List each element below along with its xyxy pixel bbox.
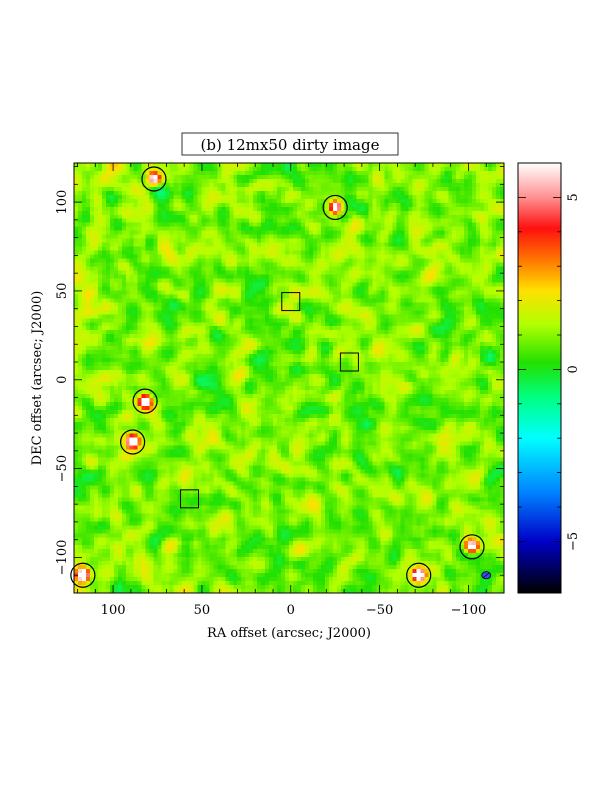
colorbar-tick-label: −5 [566, 532, 581, 551]
y-axis-label: DEC offset (arcsec; J2000) [30, 291, 45, 466]
x-axis-label: RA offset (arcsec; J2000) [207, 626, 371, 641]
y-tick-label: 50 [55, 283, 70, 300]
x-tick-label: 100 [101, 603, 126, 618]
noise-map-image [74, 163, 504, 593]
colorbar-tick-label: 5 [566, 193, 581, 201]
plot-frame [73, 162, 505, 594]
source-circle [406, 562, 432, 588]
y-tick-label: −100 [55, 540, 70, 576]
x-tick-label: 0 [287, 603, 295, 618]
region-box [339, 352, 359, 372]
colorbar-tick-label: 0 [566, 365, 581, 373]
colorbar: 5 0 −5 [517, 162, 581, 594]
source-circle [322, 194, 348, 221]
x-tick-label: −50 [366, 603, 393, 618]
y-axis-ticks: 100 50 0 −50 −100 [55, 166, 504, 594]
source-circle [141, 166, 167, 192]
chart-title: (b) 12mx50 dirty image [201, 136, 380, 154]
x-tick-label: 50 [194, 603, 211, 618]
title-frame [181, 132, 399, 156]
dirty-image-map [74, 163, 504, 593]
source-circle [459, 534, 485, 560]
y-tick-label: 100 [55, 190, 70, 215]
beam-hatch [483, 572, 490, 579]
source-circle [70, 562, 96, 588]
colorbar-frame [517, 162, 562, 594]
source-overlays [70, 166, 492, 588]
source-circle [132, 388, 158, 414]
region-box [281, 292, 301, 312]
x-tick-label: −100 [451, 603, 487, 618]
y-tick-label: −50 [55, 455, 70, 482]
region-box [179, 489, 199, 509]
source-circle [120, 429, 146, 455]
colorbar-gradient [518, 163, 561, 593]
image-panel: 100 50 0 −50 −100 100 50 0 −50 −100 [55, 162, 505, 618]
y-tick-label: 0 [55, 376, 70, 384]
x-axis-ticks: 100 50 0 −50 −100 [77, 163, 505, 618]
colorbar-ticks: 5 0 −5 [518, 162, 581, 577]
